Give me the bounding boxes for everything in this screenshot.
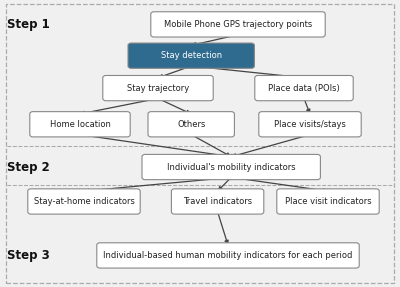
- Text: Stay trajectory: Stay trajectory: [127, 84, 189, 93]
- FancyBboxPatch shape: [255, 75, 353, 101]
- Text: Mobile Phone GPS trajectory points: Mobile Phone GPS trajectory points: [164, 20, 312, 29]
- Text: Place visit indicators: Place visit indicators: [285, 197, 371, 206]
- Text: Individual-based human mobility indicators for each period: Individual-based human mobility indicato…: [103, 251, 353, 260]
- FancyBboxPatch shape: [142, 154, 320, 180]
- Text: Stay-at-home indicators: Stay-at-home indicators: [34, 197, 134, 206]
- Text: Step 3: Step 3: [7, 249, 49, 262]
- Text: Others: Others: [177, 120, 205, 129]
- FancyBboxPatch shape: [172, 189, 264, 214]
- Text: Place visits/stays: Place visits/stays: [274, 120, 346, 129]
- FancyBboxPatch shape: [277, 189, 379, 214]
- FancyBboxPatch shape: [103, 75, 213, 101]
- FancyBboxPatch shape: [28, 189, 140, 214]
- Text: Travel indicators: Travel indicators: [183, 197, 252, 206]
- FancyBboxPatch shape: [30, 112, 130, 137]
- FancyBboxPatch shape: [128, 43, 254, 68]
- Text: Stay detection: Stay detection: [161, 51, 222, 60]
- Text: Individual's mobility indicators: Individual's mobility indicators: [167, 162, 296, 172]
- FancyBboxPatch shape: [259, 112, 361, 137]
- Text: Step 1: Step 1: [7, 18, 49, 31]
- Text: Home location: Home location: [50, 120, 110, 129]
- FancyBboxPatch shape: [97, 243, 359, 268]
- Text: Step 2: Step 2: [7, 160, 49, 174]
- FancyBboxPatch shape: [151, 12, 325, 37]
- Text: Place data (POIs): Place data (POIs): [268, 84, 340, 93]
- FancyBboxPatch shape: [148, 112, 234, 137]
